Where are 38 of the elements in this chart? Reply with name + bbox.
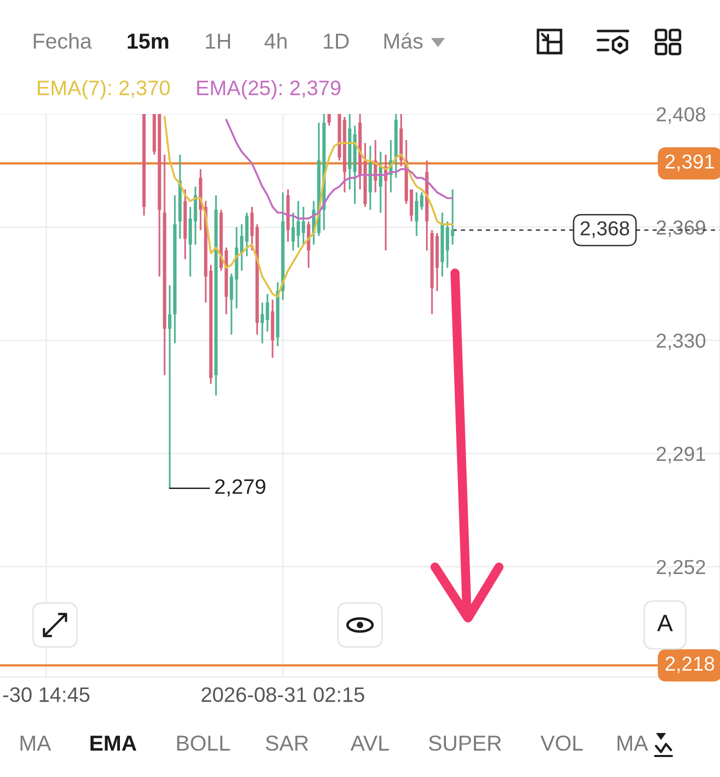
- text: 1H: [206, 34, 230, 49]
- series-label: EMA(25): 2,379: [197, 80, 340, 100]
- candlestick: [446, 220, 450, 269]
- text: EMA: [90, 736, 136, 751]
- text: MA: [618, 736, 648, 751]
- ref-line-label: 2,391: [666, 154, 714, 172]
- candlestick: [450, 188, 454, 246]
- candlestick: [260, 302, 264, 344]
- text: 1D: [324, 34, 349, 49]
- text: Fecha: [34, 32, 92, 49]
- candlestick: [168, 284, 172, 490]
- annotation: A: [657, 614, 673, 632]
- y-tick-label: 2,252: [656, 560, 706, 577]
- y-tick-label: 2,330: [656, 334, 706, 350]
- text: AVL: [350, 736, 389, 751]
- candlestick: [250, 206, 254, 252]
- candlestick: [420, 192, 424, 211]
- text: 15m: [128, 34, 168, 49]
- candlestick: [414, 192, 418, 237]
- text: BOLL: [177, 736, 230, 751]
- candlestick: [327, 114, 331, 126]
- y-tick-label: 2,291: [656, 446, 706, 464]
- text: SAR: [266, 736, 308, 751]
- x-tick-label: -30 14:45: [3, 687, 90, 702]
- text: 4h: [264, 32, 287, 49]
- annotation: 2,279: [215, 479, 266, 496]
- text: Más: [384, 32, 423, 49]
- text: MA: [20, 736, 52, 751]
- ref-line-label: 2,218: [666, 656, 714, 674]
- y-tick-label: 2,408: [656, 107, 706, 124]
- text: SUPER: [428, 736, 502, 751]
- line-series: [164, 116, 454, 298]
- x-tick-label: 2026-08-31 02:15: [202, 687, 364, 702]
- ref-line-label: 2,368: [580, 221, 630, 238]
- series-label: EMA(7): 2,370: [38, 80, 170, 100]
- text: VOL: [540, 736, 583, 751]
- candlestick: [266, 293, 270, 332]
- y-tick-label: 2,369: [656, 220, 706, 238]
